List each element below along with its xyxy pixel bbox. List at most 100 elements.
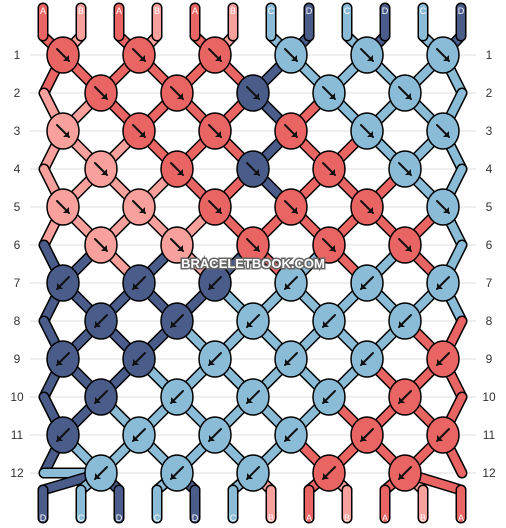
arrow-head-icon [95,321,101,327]
knot [84,454,118,492]
arrow-head-icon [209,435,215,441]
arrow-head-icon [133,435,139,441]
knot [350,264,384,302]
knot [198,416,232,454]
row-label-right: 8 [486,314,493,328]
arrow-head-icon [171,473,177,479]
knot [84,150,118,188]
arrow-head-icon [405,245,411,251]
row-label-left: 7 [14,276,21,290]
arrow-head-icon [437,359,443,365]
knot [350,188,384,226]
watermark-text: BRACELETBOOK.COM [181,256,325,271]
strand-letter: D [382,6,389,16]
arrow-head-icon [139,131,145,137]
knot [274,264,308,302]
strand-letter: A [116,6,122,16]
row-label-right: 1 [486,48,493,62]
arrow-head-icon [139,55,145,61]
arrow-head-icon [95,397,101,403]
strand-letter: C [344,6,351,16]
arrow-head-icon [291,207,297,213]
row-label-left: 10 [10,390,24,404]
knot [426,416,460,454]
knot [388,378,422,416]
arrow-head-icon [57,359,63,365]
arrow-head-icon [253,245,259,251]
arrow-head-icon [95,473,101,479]
arrow-head-icon [247,473,253,479]
row-label-right: 11 [483,428,496,442]
knot [46,36,80,74]
strand-letter: B [154,6,160,16]
arrow-head-icon [291,131,297,137]
arrow-head-icon [177,169,183,175]
knot [46,112,80,150]
arrow-head-icon [63,207,69,213]
knot [274,416,308,454]
knot [388,454,422,492]
knot [236,150,270,188]
arrow-head-icon [323,473,329,479]
arrow-head-icon [437,435,443,441]
arrow-head-icon [63,55,69,61]
row-label-right: 5 [486,200,493,214]
strand-letter: D [192,513,199,523]
arrow-head-icon [57,283,63,289]
arrow-head-icon [247,397,253,403]
arrow-head-icon [171,321,177,327]
row-label-right: 4 [486,162,493,176]
strand-letter: D [306,6,313,16]
knot [312,302,346,340]
arrow-head-icon [443,55,449,61]
knot [122,264,156,302]
arrow-head-icon [329,93,335,99]
knot [236,74,270,112]
arrow-head-icon [367,207,373,213]
arrow-head-icon [215,55,221,61]
knot [350,340,384,378]
arrow-head-icon [101,93,107,99]
knot [160,454,194,492]
strand-letter: D [116,513,123,523]
row-label-right: 3 [486,124,493,138]
knot [236,302,270,340]
knot [84,378,118,416]
knot [388,74,422,112]
knot [312,378,346,416]
strand-letter: D [40,513,47,523]
arrow-head-icon [63,131,69,137]
strand-letter: A [306,513,312,523]
knot [160,150,194,188]
strand-letter: B [78,6,84,16]
knot [46,188,80,226]
arrow-head-icon [177,245,183,251]
row-label-left: 12 [10,466,24,480]
arrow-head-icon [323,397,329,403]
knot [122,188,156,226]
knot [312,454,346,492]
arrow-head-icon [215,207,221,213]
knot [388,226,422,264]
row-label-right: 9 [486,352,493,366]
strand-letter: A [382,513,388,523]
arrow-head-icon [405,169,411,175]
knot-grid [46,36,460,492]
arrow-head-icon [285,359,291,365]
knot [312,150,346,188]
knot [312,226,346,264]
strand-letter: C [268,6,275,16]
arrow-head-icon [215,131,221,137]
row-label-left: 3 [14,124,21,138]
knot [160,378,194,416]
arrow-head-icon [367,55,373,61]
arrow-head-icon [437,283,443,289]
knot [350,36,384,74]
arrow-head-icon [177,93,183,99]
arrow-head-icon [101,245,107,251]
arrow-head-icon [323,321,329,327]
strand-letter: C [154,513,161,523]
knot [122,112,156,150]
knot [350,416,384,454]
